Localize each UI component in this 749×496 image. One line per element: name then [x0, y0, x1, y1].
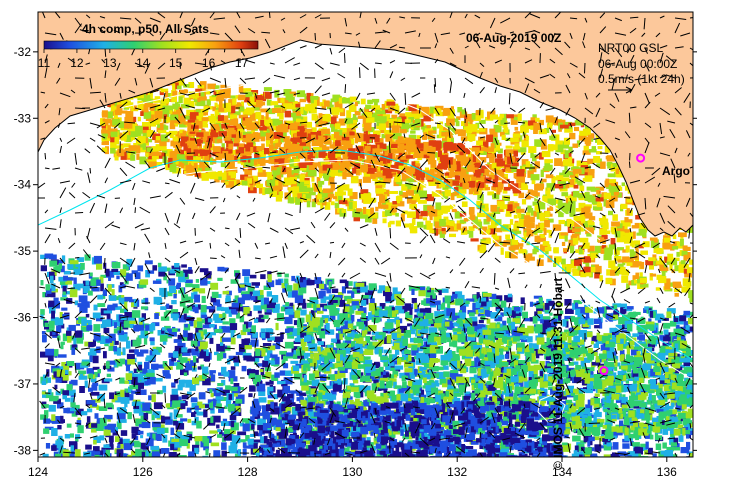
colorbar-tick-label: 14 — [136, 56, 150, 70]
y-tick-label: -38 — [14, 443, 32, 457]
colorbar: 4h comp, p50, All Sats 11 12 13 14 15 16 17 — [38, 22, 259, 70]
isobath-contour — [38, 159, 693, 381]
isobath-contour — [119, 69, 601, 241]
argo-markers — [599, 153, 646, 376]
colorbar-ticks: 11 12 13 14 15 16 17 — [38, 49, 249, 70]
colorbar-tick-label: 15 — [169, 56, 183, 70]
info-model: NRT00 GSL — [598, 41, 663, 55]
y-tick-label: -34 — [14, 178, 32, 192]
x-tick-label: 126 — [133, 465, 153, 479]
argo-float-icon — [599, 366, 609, 376]
colorbar-label: 4h comp, p50, All Sats — [82, 22, 209, 36]
colorbar-tick-label: 12 — [70, 56, 84, 70]
x-tick-label: 136 — [657, 465, 677, 479]
info-time: 06-Aug 00:00Z — [598, 57, 677, 71]
colorbar-tick-label: 11 — [38, 56, 51, 70]
scale-arrow-icon — [608, 86, 633, 94]
copyright-credit: © IMOS 11-Aug-2019 11:31 Hobart — [550, 277, 565, 470]
x-tick-label: 128 — [238, 465, 258, 479]
colorbar-tick-label: 17 — [235, 56, 249, 70]
y-tick-label: -37 — [14, 377, 32, 391]
x-tick-label: 124 — [28, 465, 48, 479]
colorbar-tick-label: 16 — [202, 56, 216, 70]
current-vectors — [38, 12, 693, 457]
land-mass — [38, 12, 693, 236]
x-axis: 124 126 128 130 132 134 136 — [28, 457, 677, 479]
info-scale: 0.5m/s (1kt 24h) — [598, 72, 685, 86]
plot-frame — [37, 11, 694, 458]
x-tick-label: 132 — [447, 465, 467, 479]
y-tick-label: -33 — [14, 111, 32, 125]
coastline — [38, 39, 693, 237]
isobath-contour — [537, 394, 566, 423]
x-tick-label: 134 — [552, 465, 572, 479]
x-tick-label: 130 — [342, 465, 362, 479]
y-axis: -32 -33 -34 -35 -36 -37 -38 — [14, 45, 697, 457]
colorbar-ramp — [43, 40, 259, 50]
y-tick-label: -35 — [14, 244, 32, 258]
argo-label: Argo — [662, 164, 690, 178]
map-title: 06-Aug-2019 00Z — [466, 31, 561, 45]
y-tick-label: -36 — [14, 311, 32, 325]
isobath-200m — [38, 149, 693, 361]
colorbar-tick-label: 13 — [103, 56, 117, 70]
y-tick-label: -32 — [14, 45, 32, 59]
argo-float-icon — [636, 153, 646, 163]
